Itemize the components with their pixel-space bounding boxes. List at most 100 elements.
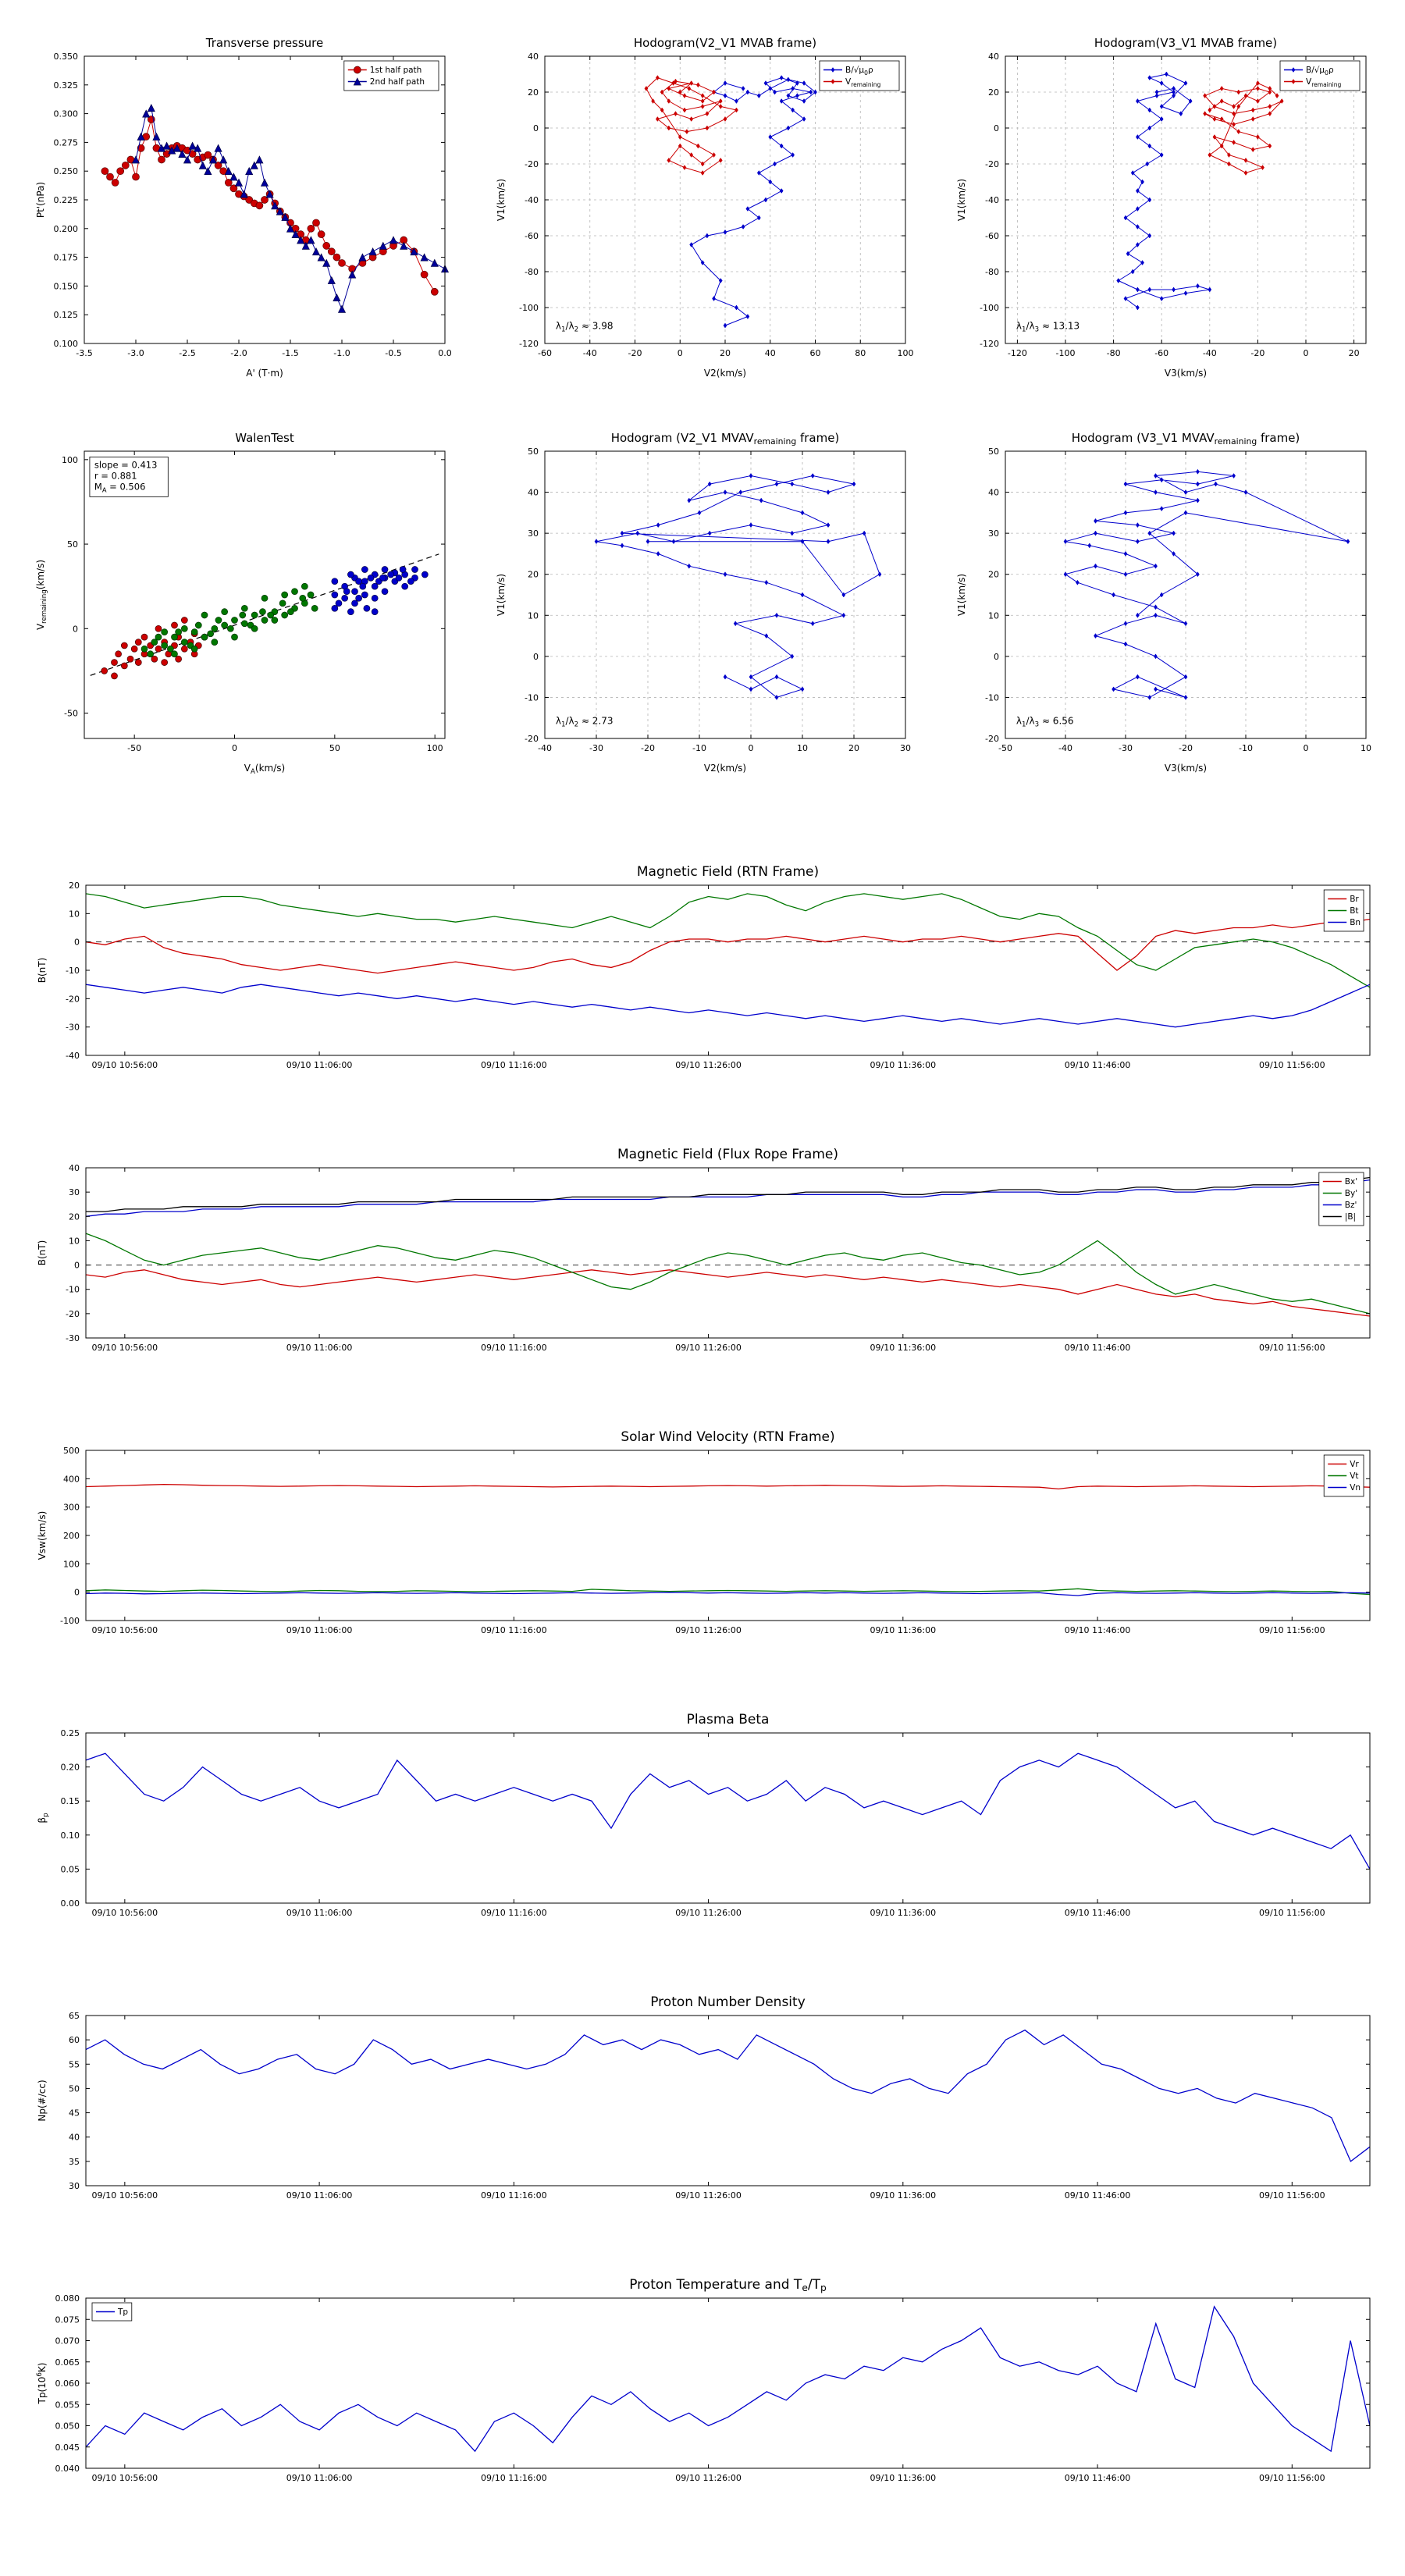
svg-text:09/10 11:06:00: 09/10 11:06:00 xyxy=(286,1908,353,1918)
svg-text:MA = 0.506: MA = 0.506 xyxy=(94,481,145,493)
svg-text:0.060: 0.060 xyxy=(55,2379,80,2389)
svg-text:V2(km/s): V2(km/s) xyxy=(704,368,746,379)
svg-text:-60: -60 xyxy=(985,231,999,241)
svg-text:-60: -60 xyxy=(1154,348,1168,358)
svg-text:0: 0 xyxy=(994,123,999,133)
svg-text:100: 100 xyxy=(427,743,443,753)
svg-text:0.070: 0.070 xyxy=(55,2336,80,2347)
svg-text:20: 20 xyxy=(69,1212,80,1222)
svg-text:slope = 0.413: slope = 0.413 xyxy=(94,459,157,470)
svg-text:VA(km/s): VA(km/s) xyxy=(244,763,285,776)
svg-text:-40: -40 xyxy=(583,348,597,358)
panel-hodogram-v2v1-mvab: -60 -40 -20 0 20 40 60 80 100 -120 -100 -80 -60 -40 -2… xyxy=(484,23,921,390)
svg-text:-30: -30 xyxy=(66,1333,80,1343)
svg-text:-10: -10 xyxy=(692,743,706,753)
svg-text:V1(km/s): V1(km/s) xyxy=(956,179,967,221)
svg-text:20: 20 xyxy=(988,570,999,580)
svg-text:0.325: 0.325 xyxy=(54,80,79,91)
svg-text:10: 10 xyxy=(797,743,808,753)
svg-text:0.300: 0.300 xyxy=(54,109,79,119)
svg-text:-40: -40 xyxy=(525,195,539,205)
svg-text:-30: -30 xyxy=(66,1023,80,1033)
svg-text:0.25: 0.25 xyxy=(61,1728,80,1738)
svg-text:-20: -20 xyxy=(628,348,642,358)
svg-text:-30: -30 xyxy=(1119,743,1133,753)
svg-text:09/10 11:46:00: 09/10 11:46:00 xyxy=(1065,1908,1131,1918)
svg-text:30: 30 xyxy=(900,743,911,753)
svg-text:40: 40 xyxy=(765,348,776,358)
svg-text:λ1/λ3 ≈ 6.56: λ1/λ3 ≈ 6.56 xyxy=(1016,716,1074,729)
svg-text:r = 0.881: r = 0.881 xyxy=(94,470,137,481)
svg-text:10: 10 xyxy=(528,610,539,621)
svg-text:0.05: 0.05 xyxy=(61,1864,80,1874)
walen-test-chart: -50 0 50 100 -50 0 50 100 VA(km/s) Vremaining(km/… xyxy=(23,418,461,785)
svg-text:Vremaining: Vremaining xyxy=(1306,77,1342,88)
svg-text:0: 0 xyxy=(232,743,237,753)
svg-text:09/10 11:16:00: 09/10 11:16:00 xyxy=(481,1343,547,1353)
svg-text:V1(km/s): V1(km/s) xyxy=(496,179,507,221)
svg-text:-100: -100 xyxy=(980,303,999,313)
svg-text:100: 100 xyxy=(63,1559,80,1569)
svg-text:09/10 11:26:00: 09/10 11:26:00 xyxy=(675,1060,742,1070)
svg-text:Vsw(km/s): Vsw(km/s) xyxy=(37,1511,48,1560)
svg-text:20: 20 xyxy=(848,743,859,753)
svg-text:0: 0 xyxy=(749,743,754,753)
svg-text:-20: -20 xyxy=(66,994,80,1004)
svg-text:Hodogram(V2_V1 MVAB frame): Hodogram(V2_V1 MVAB frame) xyxy=(634,36,816,51)
svg-text:Magnetic Field (Flux Rope Fram: Magnetic Field (Flux Rope Frame) xyxy=(617,1147,838,1162)
svg-text:Vr: Vr xyxy=(1350,1460,1359,1469)
proton-density-chart: 09/10 10:56:00 09/10 11:06:00 09/10 11:16:… xyxy=(23,1986,1382,2220)
svg-text:09/10 11:56:00: 09/10 11:56:00 xyxy=(1259,2473,1325,2483)
svg-text:-2.5: -2.5 xyxy=(179,348,195,358)
svg-text:09/10 11:16:00: 09/10 11:16:00 xyxy=(481,2190,547,2201)
svg-text:Transverse pressure: Transverse pressure xyxy=(205,36,324,50)
svg-text:V1(km/s): V1(km/s) xyxy=(496,574,507,616)
svg-text:0.0: 0.0 xyxy=(438,348,452,358)
svg-text:-10: -10 xyxy=(1239,743,1253,753)
plasma-beta-chart: 09/10 10:56:00 09/10 11:06:00 09/10 11:16:… xyxy=(23,1703,1382,1937)
panel-hodogram-v3v1-mvab: -120 -100 -80 -60 -40 -20 0 20 -120 -100 -80 -60 -40… xyxy=(944,23,1382,390)
svg-text:500: 500 xyxy=(63,1446,80,1456)
svg-text:09/10 11:26:00: 09/10 11:26:00 xyxy=(675,1625,742,1635)
svg-text:40: 40 xyxy=(69,1163,80,1173)
svg-text:10: 10 xyxy=(988,610,999,621)
svg-text:09/10 11:46:00: 09/10 11:46:00 xyxy=(1065,2190,1131,2201)
svg-text:50: 50 xyxy=(528,447,539,457)
svg-text:09/10 11:36:00: 09/10 11:36:00 xyxy=(870,1343,937,1353)
svg-text:-50: -50 xyxy=(127,743,141,753)
svg-text:50: 50 xyxy=(69,2083,80,2094)
svg-text:-40: -40 xyxy=(985,195,999,205)
svg-text:-20: -20 xyxy=(1250,348,1264,358)
svg-text:-1.0: -1.0 xyxy=(333,348,350,358)
svg-text:0.150: 0.150 xyxy=(54,281,79,291)
svg-text:Vt: Vt xyxy=(1350,1471,1358,1481)
svg-text:09/10 11:36:00: 09/10 11:36:00 xyxy=(870,2473,937,2483)
svg-text:400: 400 xyxy=(63,1474,80,1484)
hodogram-v3v1-mvab-chart: -120 -100 -80 -60 -40 -20 0 20 -120 -100 -80 -60 -40… xyxy=(944,23,1382,390)
svg-text:10: 10 xyxy=(1361,743,1371,753)
svg-text:0.065: 0.065 xyxy=(55,2357,80,2368)
svg-text:-20: -20 xyxy=(525,159,539,169)
svg-text:-3.0: -3.0 xyxy=(127,348,144,358)
svg-text:V2(km/s): V2(km/s) xyxy=(704,763,746,774)
svg-text:0: 0 xyxy=(1304,743,1309,753)
svg-text:09/10 10:56:00: 09/10 10:56:00 xyxy=(92,1343,158,1353)
svg-text:30: 30 xyxy=(528,528,539,539)
svg-text:09/10 11:46:00: 09/10 11:46:00 xyxy=(1065,1060,1131,1070)
svg-text:-100: -100 xyxy=(60,1616,80,1626)
svg-text:Bz': Bz' xyxy=(1345,1201,1357,1210)
panel-transverse-pressure: -3.5 -3.0 -2.5 -2.0 -1.5 -1.0 -0.5 0.0 0.100 0.12… xyxy=(23,23,461,390)
transverse-pressure-chart: -3.5 -3.0 -2.5 -2.0 -1.5 -1.0 -0.5 0.0 0.100 0.12… xyxy=(23,23,461,390)
svg-text:0: 0 xyxy=(74,1261,80,1271)
svg-text:V1(km/s): V1(km/s) xyxy=(956,574,967,616)
svg-text:-20: -20 xyxy=(641,743,655,753)
svg-text:09/10 11:46:00: 09/10 11:46:00 xyxy=(1065,1625,1131,1635)
svg-text:Br: Br xyxy=(1350,895,1359,904)
svg-text:09/10 10:56:00: 09/10 10:56:00 xyxy=(92,1060,158,1070)
svg-text:Solar Wind Velocity (RTN Frame: Solar Wind Velocity (RTN Frame) xyxy=(621,1429,834,1445)
svg-text:-80: -80 xyxy=(1107,348,1121,358)
svg-text:-40: -40 xyxy=(538,743,552,753)
svg-text:10: 10 xyxy=(69,1236,80,1246)
svg-text:-120: -120 xyxy=(1008,348,1027,358)
